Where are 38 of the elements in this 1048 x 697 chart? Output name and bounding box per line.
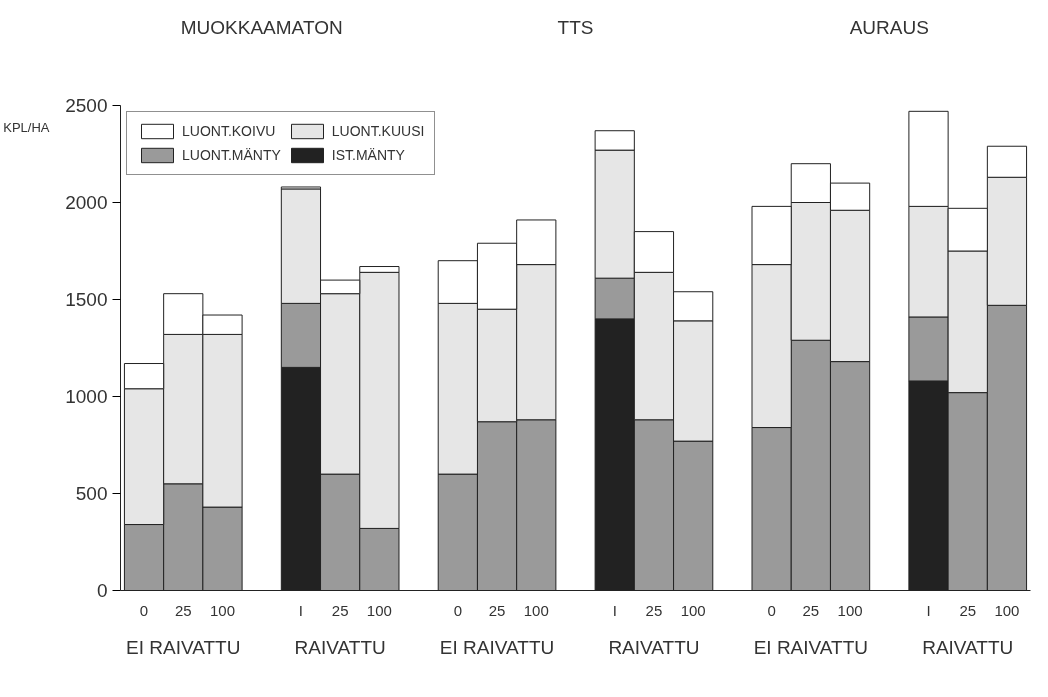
- x-tick-label: 100: [837, 601, 863, 619]
- x-tick-label: 100: [523, 601, 549, 619]
- legend-label: LUONT.KOIVU: [182, 123, 276, 139]
- text: RAIVATTU: [294, 637, 386, 658]
- text: RAIVATTU: [922, 637, 1014, 658]
- y-tick-label: 1000: [65, 386, 108, 407]
- text: TTS: [557, 16, 594, 38]
- x-tick-label: 100: [209, 601, 235, 619]
- y-tick-label: 2500: [65, 95, 108, 116]
- x-tick-label: 25: [174, 601, 192, 619]
- x-tick-label: I: [612, 601, 617, 619]
- y-tick-label: 500: [75, 483, 108, 504]
- text: RAIVATTU: [608, 637, 700, 658]
- text: MUOKKAAMATON: [180, 16, 343, 38]
- x-tick-label: I: [926, 601, 931, 619]
- y-tick-label: 2000: [65, 192, 108, 213]
- x-tick-label: 0: [767, 601, 776, 619]
- x-tick-label: 100: [994, 601, 1020, 619]
- y-axis-title: KPL/HA: [3, 120, 50, 135]
- text: EI RAIVATTU: [126, 637, 241, 658]
- x-tick-label: I: [298, 601, 304, 619]
- legend-label: LUONT.KUUSI: [331, 123, 425, 139]
- text: AURAUS: [849, 16, 929, 38]
- text: EI RAIVATTU: [753, 637, 869, 658]
- x-tick-label: 100: [366, 601, 392, 619]
- x-tick-label: 0: [139, 601, 149, 619]
- legend-label: IST.MÄNTY: [331, 147, 405, 163]
- x-tick-label: 25: [959, 601, 977, 619]
- x-tick-label: 0: [453, 601, 462, 619]
- x-tick-label: 25: [331, 601, 349, 619]
- y-tick-label: 0: [96, 580, 108, 601]
- x-tick-label: 100: [680, 601, 706, 619]
- y-tick-label: 1500: [65, 289, 108, 310]
- x-tick-label: 25: [802, 601, 820, 619]
- legend-label: LUONT.MÄNTY: [182, 147, 281, 163]
- x-tick-label: 25: [488, 601, 506, 619]
- text: EI RAIVATTU: [439, 637, 555, 658]
- x-tick-label: 25: [645, 601, 663, 619]
